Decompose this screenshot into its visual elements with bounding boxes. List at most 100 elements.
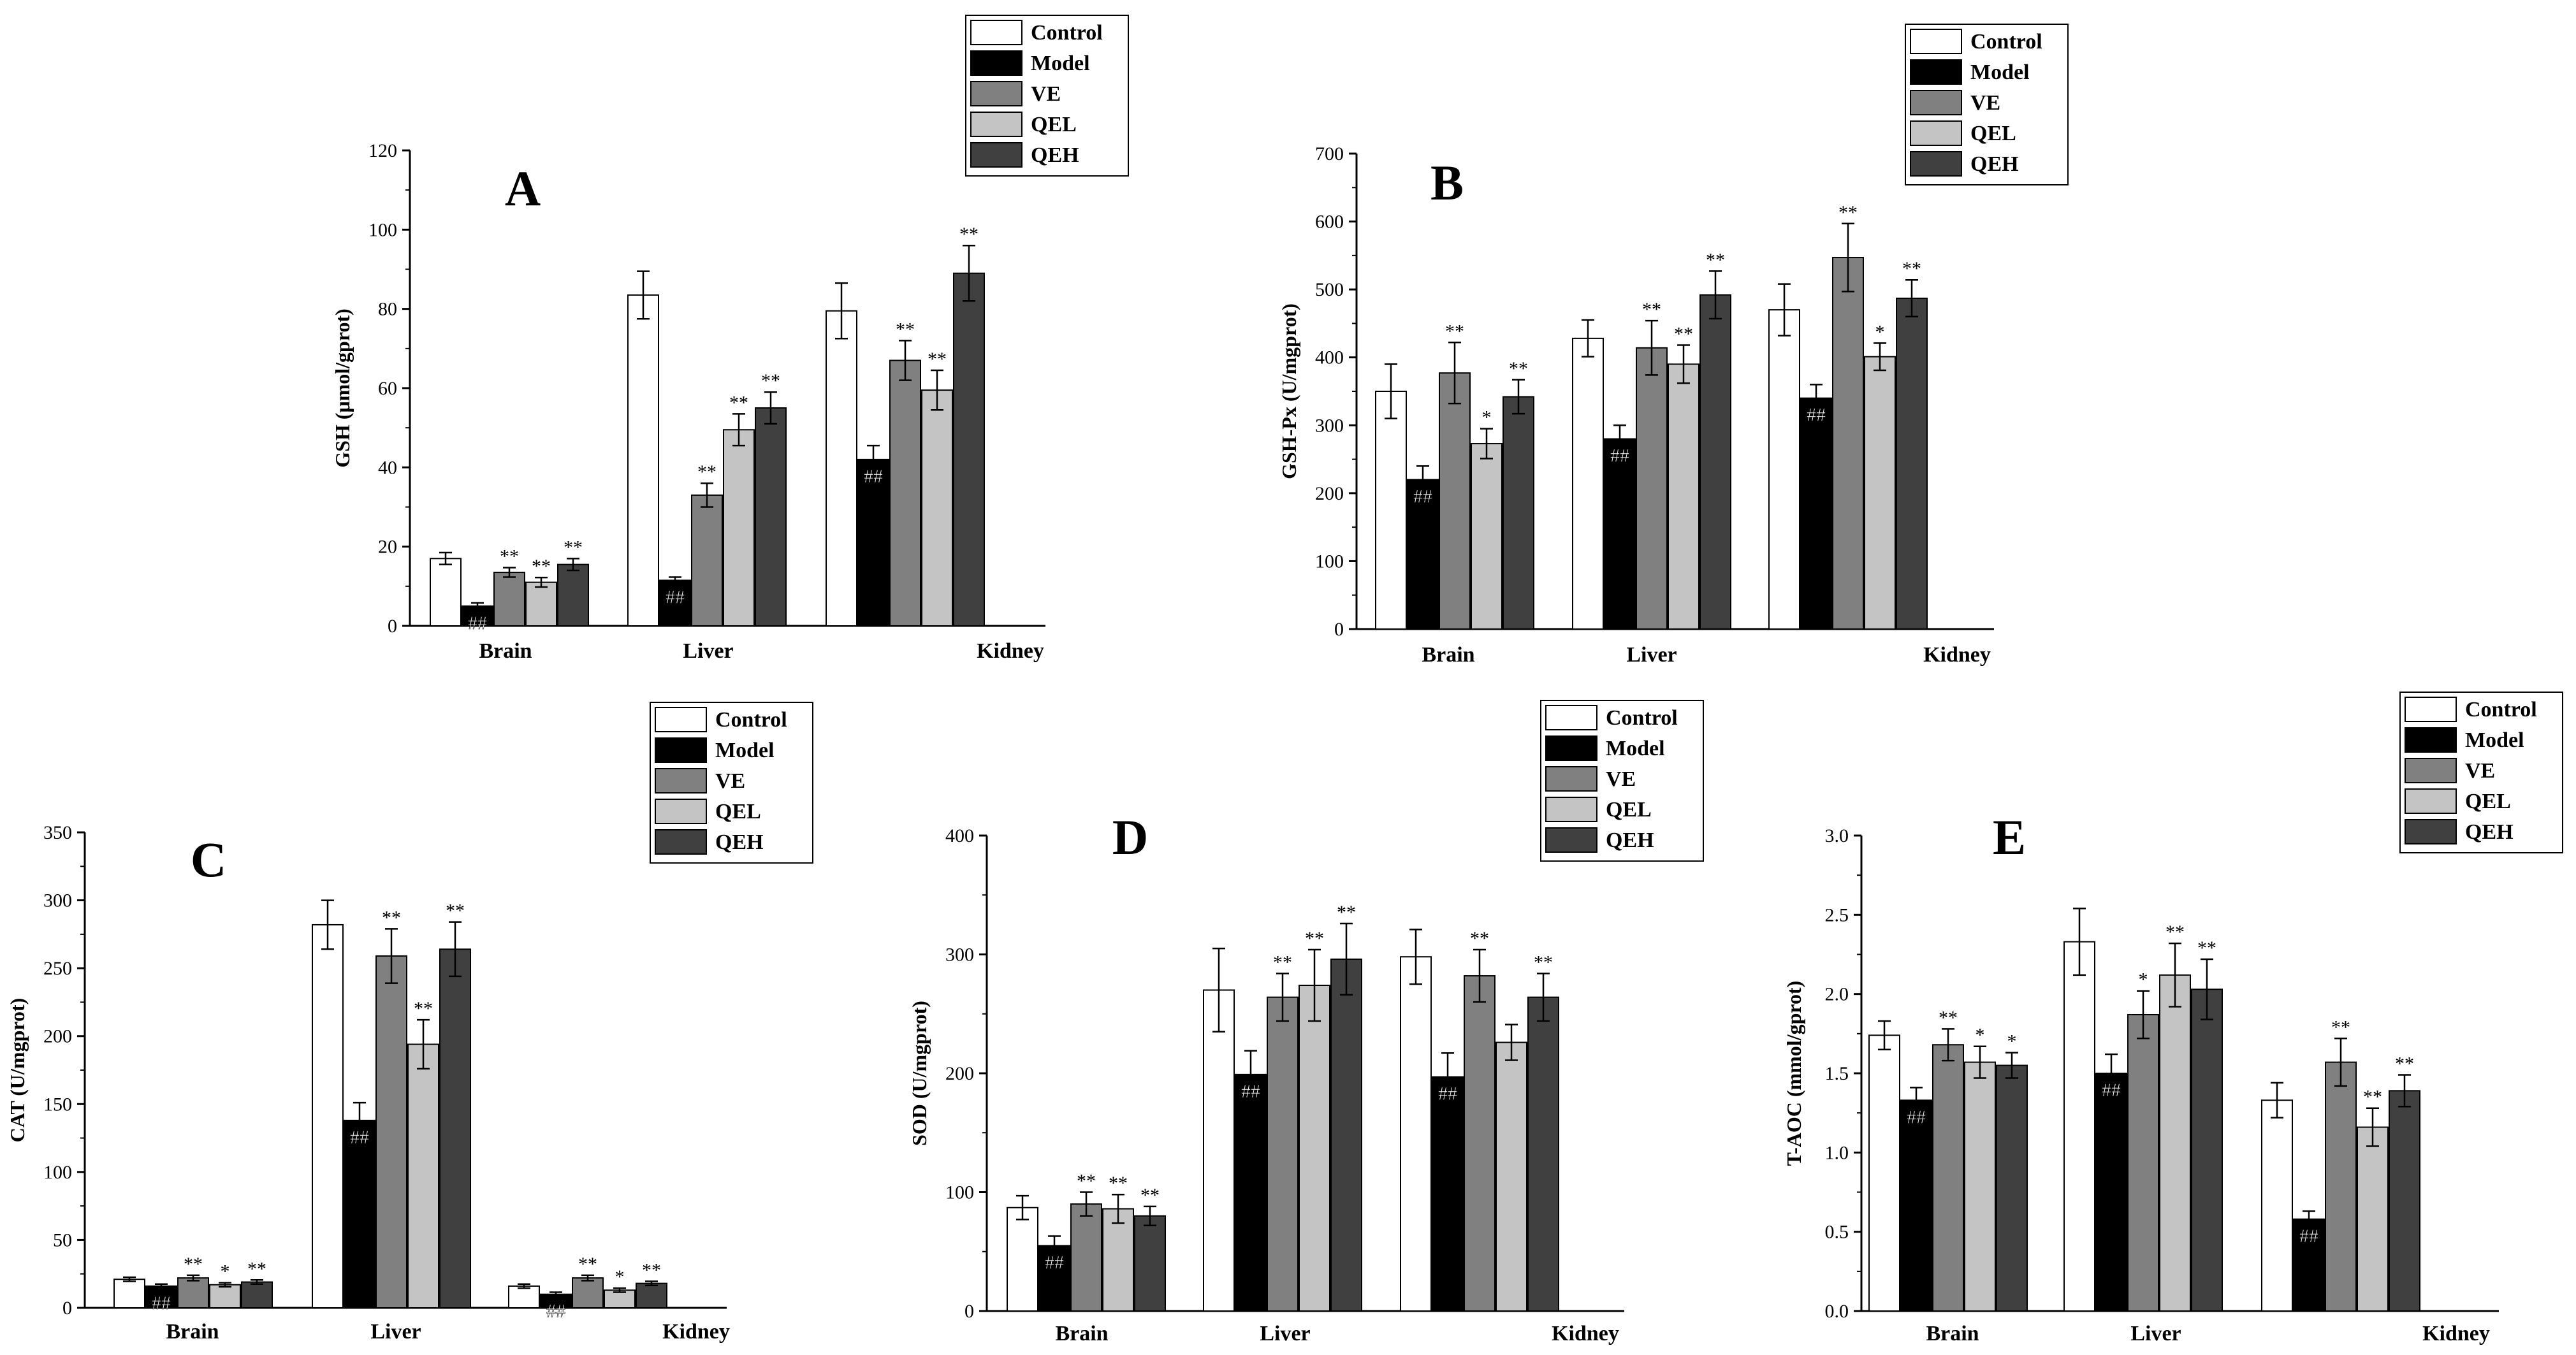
x-tick-label-brain: Brain: [1926, 1322, 1979, 1345]
significance-mark: *: [1482, 407, 1492, 428]
y-tick-label: 80: [378, 299, 397, 320]
y-tick-label: 200: [1315, 483, 1344, 504]
x-tick-label-liver: Liver: [683, 639, 733, 663]
bar-control-liver: [1572, 337, 1604, 630]
error-bar: [439, 551, 452, 565]
bar-qel-brain: [525, 581, 557, 627]
error-bar: [2073, 908, 2086, 976]
error-bar: [645, 1280, 658, 1287]
x-tick-label-kidney: Kidney: [1923, 643, 1991, 667]
y-tick-label: 300: [1315, 415, 1344, 436]
legend-label-model: Model: [1606, 737, 1665, 760]
bar-control-liver: [1203, 989, 1235, 1312]
bar-qel-kidney: [2357, 1126, 2389, 1312]
error-bar: [867, 444, 880, 474]
y-tick-label: 350: [43, 822, 72, 843]
bar-qeh-kidney: [1527, 996, 1559, 1312]
error-bar: [2005, 1052, 2018, 1079]
y-tick-label: 50: [53, 1229, 72, 1250]
legend-swatch-ve: [655, 768, 707, 793]
error-bar: [1016, 1194, 1029, 1221]
error-bar: [385, 928, 398, 984]
legend-swatch-ve: [1910, 90, 1962, 115]
significance-mark: *: [2007, 1031, 2017, 1052]
error-bar: [1677, 344, 1690, 384]
error-bar: [732, 413, 745, 447]
significance-mark: ##: [1907, 1106, 1926, 1127]
chart-panel-b: 0 100 200 300 400 500 600 700 GSH-Px (U/mgprot) B…: [1277, 143, 1994, 667]
y-axis-title: CAT (U/mgprot): [6, 998, 29, 1143]
bar-control-liver: [312, 924, 344, 1308]
y-tick-label: 250: [43, 958, 72, 979]
bar-model-liver: [1604, 438, 1636, 630]
significance-mark: ##: [1438, 1083, 1457, 1105]
bar-ve-brain: [493, 572, 525, 627]
error-bar: [251, 1279, 263, 1285]
bar-model-kidney: [857, 458, 889, 627]
significance-mark: **: [928, 349, 947, 370]
legend-label-ve: VE: [715, 769, 745, 793]
bars: ## ** ** ** ## ** ** ** ## ** **: [1007, 902, 1559, 1312]
legend-swatch-qeh: [970, 142, 1022, 168]
error-bar: [123, 1276, 136, 1282]
significance-mark: **: [1534, 952, 1553, 973]
bar-control-brain: [113, 1279, 145, 1308]
significance-mark: *: [1875, 321, 1885, 342]
y-tick-label: 600: [1315, 212, 1344, 233]
legend-swatch-qel: [1545, 797, 1597, 822]
error-bar: [1080, 1191, 1093, 1217]
bar-ve-brain: [177, 1277, 209, 1308]
error-bar: [1537, 973, 1550, 1022]
panel-letter: B: [1430, 155, 1464, 210]
bar-qeh-liver: [755, 407, 787, 627]
y-tick-label: 60: [378, 378, 397, 399]
y-tick-label: 150: [43, 1094, 72, 1115]
legend-swatch-qel: [2405, 788, 2457, 814]
legend-label-control: Control: [1970, 30, 2042, 54]
y-tick-label: 120: [368, 140, 397, 161]
error-bar: [669, 576, 681, 584]
significance-mark: ##: [1807, 405, 1826, 426]
error-bar: [2398, 1074, 2411, 1108]
y-tick-label: 20: [378, 537, 397, 558]
significance-mark: **: [1509, 358, 1528, 379]
error-bar: [535, 576, 548, 588]
bar-qeh-brain: [241, 1281, 273, 1308]
error-bar: [1112, 1193, 1124, 1224]
error-bar: [1645, 319, 1658, 376]
bar-qeh-liver: [1330, 958, 1362, 1312]
legend-label-qel: QEL: [1606, 798, 1652, 822]
y-tick-label: 200: [43, 1026, 72, 1047]
error-bar: [219, 1282, 231, 1288]
bar-qeh-brain: [1996, 1064, 2028, 1312]
bar-ve-brain: [1439, 372, 1471, 630]
y-tick-label: 0.5: [1825, 1222, 1849, 1243]
bar-qeh-kidney: [1896, 297, 1928, 630]
error-bar: [1385, 363, 1397, 419]
y-tick-label: 400: [945, 825, 974, 846]
legend-swatch-control: [1545, 705, 1597, 730]
y-axis-title: SOD (U/mgprot): [908, 1001, 931, 1146]
legend-label-ve: VE: [2465, 759, 2495, 783]
y-axis-title: GSH-Px (U/mgprot): [1277, 303, 1300, 479]
chart-panel-d: 0 100 200 300 400 SOD (U/mgprot) D ## ** ** ** ## **…: [908, 809, 1624, 1345]
significance-mark: **: [1273, 952, 1292, 973]
bar-control-brain: [1375, 391, 1407, 630]
error-bar: [1244, 1050, 1257, 1099]
legend-label-ve: VE: [1970, 91, 2000, 115]
significance-mark: **: [1838, 202, 1858, 223]
significance-mark: **: [1109, 1173, 1128, 1194]
significance-mark: **: [247, 1258, 266, 1279]
significance-mark: *: [221, 1261, 230, 1282]
error-bar: [2137, 990, 2150, 1040]
legend-A: Control Model VE QEL QEH: [965, 15, 1129, 177]
bar-ve-liver: [2127, 1013, 2159, 1312]
bar-qel-liver: [1299, 984, 1330, 1312]
bar-qel-kidney: [921, 389, 953, 627]
error-bar: [2105, 1053, 2118, 1094]
legend-label-qeh: QEH: [2465, 820, 2514, 844]
error-bar: [518, 1283, 530, 1289]
x-tick-label-liver: Liver: [1260, 1322, 1310, 1345]
legend-swatch-control: [1910, 29, 1962, 54]
